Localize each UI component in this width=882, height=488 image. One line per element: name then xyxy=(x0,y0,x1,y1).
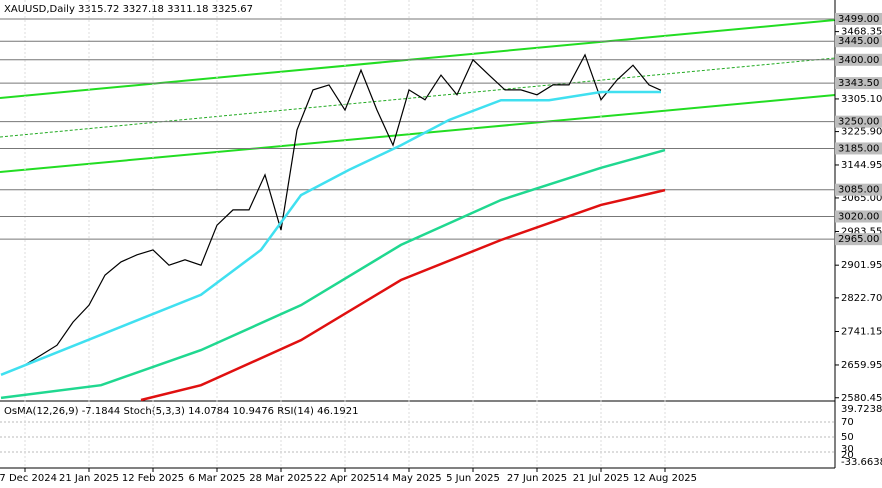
x-tick-label: 6 Mar 2025 xyxy=(188,473,245,484)
level-box xyxy=(835,115,882,128)
x-tick-label: 28 Mar 2025 xyxy=(249,473,312,484)
level-label: 3020.00 xyxy=(838,211,879,222)
level-box xyxy=(835,35,882,48)
indicator-tick: 70 xyxy=(841,417,854,428)
level-label: 3250.00 xyxy=(838,117,879,128)
series-line xyxy=(140,188,666,402)
x-tick-label: 12 Feb 2025 xyxy=(122,473,184,484)
level-box xyxy=(835,210,882,223)
level-box xyxy=(835,12,882,25)
x-tick-label: 21 Jul 2025 xyxy=(573,473,630,484)
level-label: 3185.00 xyxy=(838,143,879,154)
indicator-tick: 39.7238 xyxy=(841,404,882,415)
trend-line xyxy=(0,19,836,99)
x-tick-label: 27 Dec 2024 xyxy=(0,473,57,484)
y-tick-label: 3468.35 xyxy=(841,27,882,38)
y-tick-label: 2901.95 xyxy=(841,260,882,271)
chart-title: XAUUSD,Daily 3315.72 3327.18 3311.18 332… xyxy=(4,4,253,15)
y-tick-label: 2580.45 xyxy=(841,393,882,404)
level-box xyxy=(835,142,882,155)
y-tick-label: 2741.15 xyxy=(841,326,882,337)
level-label: 3400.00 xyxy=(838,55,879,66)
level-box xyxy=(835,183,882,196)
y-tick-label: 2822.70 xyxy=(841,293,882,304)
y-tick-label: 3144.95 xyxy=(841,160,882,171)
x-tick-label: 21 Jan 2025 xyxy=(59,473,119,484)
x-tick-label: 5 Jun 2025 xyxy=(446,473,500,484)
level-label: 3343.50 xyxy=(838,78,879,89)
trend-line xyxy=(0,94,836,173)
y-tick-label: 3305.10 xyxy=(841,94,882,105)
level-box xyxy=(835,233,882,246)
level-box xyxy=(835,53,882,66)
y-tick-label: 2983.55 xyxy=(841,227,882,238)
indicator-label: OsMA(12,26,9) -7.1844 Stoch(5,3,3) 14.07… xyxy=(4,406,359,417)
level-label: 2965.00 xyxy=(838,234,879,245)
level-box xyxy=(835,77,882,90)
y-tick-label: 3065.00 xyxy=(841,193,882,204)
indicator-tick: 50 xyxy=(841,432,854,443)
series-line xyxy=(24,53,662,366)
level-label: 3085.00 xyxy=(838,185,879,196)
indicator-tick: -33.6638 xyxy=(841,457,882,468)
y-tick-label: 2659.95 xyxy=(841,360,882,371)
x-tick-label: 12 Aug 2025 xyxy=(633,473,697,484)
x-tick-label: 14 May 2025 xyxy=(376,473,441,484)
level-label: 3445.00 xyxy=(838,36,879,47)
series-line xyxy=(0,90,661,376)
indicator-tick: 30 xyxy=(841,444,854,455)
level-label: 3499.00 xyxy=(838,14,879,25)
y-tick-label: 3225.90 xyxy=(841,127,882,138)
series-line xyxy=(0,148,666,400)
x-tick-label: 22 Apr 2025 xyxy=(314,473,376,484)
indicator-tick: 20 xyxy=(841,450,854,461)
x-tick-label: 27 Jun 2025 xyxy=(507,473,567,484)
